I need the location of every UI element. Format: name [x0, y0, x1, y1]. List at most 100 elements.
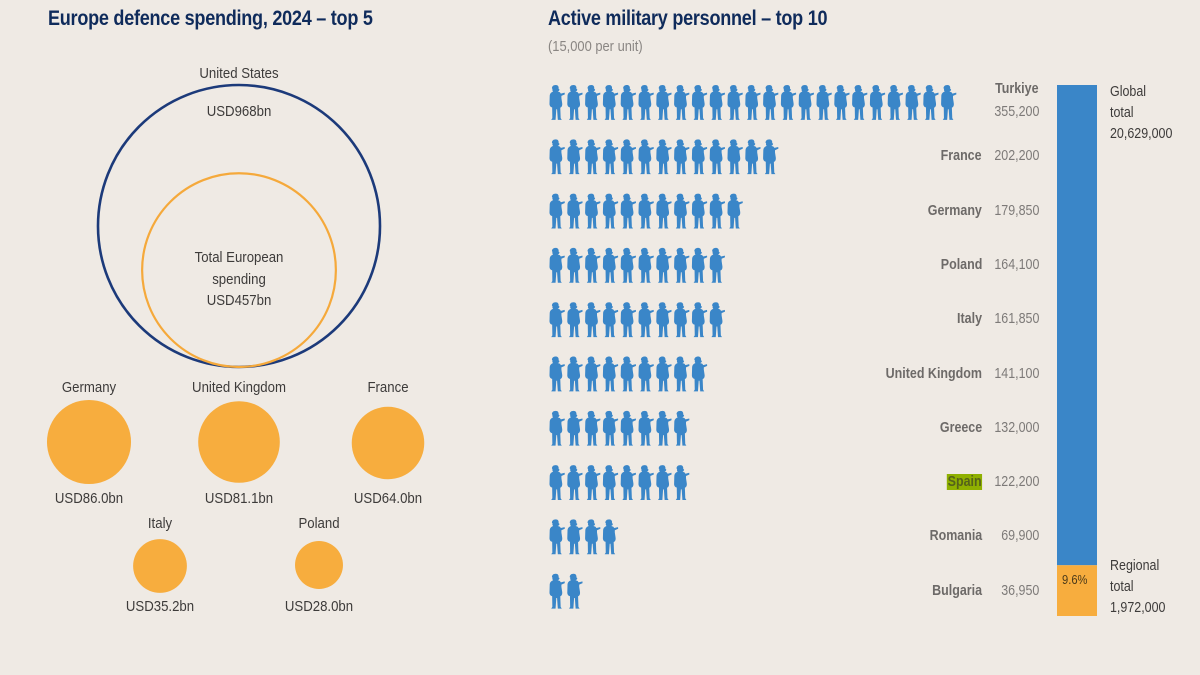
soldier-icon [567, 356, 583, 392]
soldier-icon [549, 302, 565, 338]
country-label-text: Greece [939, 419, 982, 436]
soldier-icon [549, 410, 565, 446]
soldier-icon [727, 302, 740, 338]
bubble-italy [133, 539, 187, 593]
value-label-romania: 69,900 [1000, 528, 1039, 545]
pictogram-row-romania [549, 519, 631, 555]
value-label-greece: 132,000 [993, 419, 1039, 436]
regional-total-value: 1,972,000 [1110, 600, 1166, 616]
soldier-icon [727, 85, 743, 120]
soldier-icon [763, 139, 779, 175]
europe-total-ring [141, 172, 337, 369]
soldier-icon [674, 410, 690, 446]
soldier-icon [727, 247, 742, 283]
pictogram-row-united-kingdom [549, 356, 716, 392]
soldier-icon [585, 247, 601, 283]
soldier-icon [656, 410, 672, 446]
soldier-icon [549, 247, 565, 283]
europe-total-label-2: spending [212, 271, 266, 288]
country-label-romania: Romania [929, 528, 982, 544]
soldier-icon [709, 247, 726, 283]
regional-label-line-2: total [1110, 579, 1134, 595]
soldier-icon [602, 247, 619, 283]
soldier-icon [798, 85, 815, 120]
pictogram-row-spain [549, 465, 693, 500]
bubble-value-germany: USD86.0bn [54, 490, 124, 507]
soldier-icon [709, 193, 726, 229]
soldier-icon [656, 193, 672, 229]
soldier-icon [549, 139, 565, 175]
soldier-icon [852, 85, 868, 120]
soldier-icon [638, 465, 654, 500]
country-label-poland: Poland [940, 257, 982, 273]
value-label-bulgaria: 36,950 [1000, 582, 1039, 599]
country-label-text: Italy [957, 311, 982, 328]
soldier-icon [585, 465, 601, 500]
soldier-icon [691, 356, 708, 392]
soldier-icon [620, 139, 637, 175]
personnel-subtitle: (15,000 per unit) [548, 38, 643, 55]
soldier-icon [745, 85, 761, 120]
regional-share-label: 9.6% [1062, 572, 1088, 588]
soldier-icon [585, 85, 601, 120]
europe-total-label-1: Total European [194, 249, 284, 266]
soldier-icon [602, 465, 619, 500]
personnel-title: Active military personnel – top 10 [548, 7, 828, 30]
bubble-name-poland: Poland [298, 515, 340, 532]
soldier-icon [674, 356, 690, 392]
soldier-icon [620, 519, 631, 555]
soldier-icon [602, 410, 619, 446]
value-label-germany: 179,850 [993, 202, 1039, 219]
soldier-icon [602, 519, 619, 555]
soldier-icon [709, 85, 726, 120]
value-label-united-kingdom: 141,100 [993, 365, 1039, 382]
soldier-icon [780, 139, 788, 175]
bubble-value-uk: USD81.1bn [204, 490, 274, 507]
soldier-icon [602, 302, 619, 338]
soldier-icon [585, 573, 592, 609]
soldier-icon [549, 193, 565, 229]
soldier-icon [585, 519, 601, 555]
soldier-icon [941, 85, 957, 120]
soldier-icon [549, 356, 565, 392]
soldier-icon [602, 193, 619, 229]
regional-total-bar [1057, 565, 1097, 616]
soldier-icon [674, 465, 690, 500]
pictogram-row-bulgaria [549, 573, 592, 609]
soldier-icon [691, 465, 693, 500]
value-label-spain: 122,200 [993, 474, 1039, 491]
country-label-text: Spain [946, 474, 982, 491]
soldier-icon [638, 410, 654, 446]
soldier-icon [691, 85, 708, 120]
country-label-text: France [941, 148, 982, 165]
country-label-text: Poland [940, 256, 982, 273]
soldier-icon [549, 573, 565, 609]
soldier-icon [638, 193, 654, 229]
soldier-icon [567, 139, 583, 175]
soldier-icon [567, 519, 583, 555]
soldier-icon [674, 247, 690, 283]
soldier-icon [656, 465, 672, 500]
soldier-icon [567, 247, 583, 283]
soldier-icon [638, 85, 654, 120]
pictogram-row-poland [549, 247, 742, 283]
soldier-icon [727, 193, 743, 229]
value-label-france: 202,200 [993, 148, 1039, 165]
bubble-name-italy: Italy [147, 515, 173, 532]
soldier-icon [638, 139, 654, 175]
us-label: United States [199, 65, 279, 82]
bubble-united-kingdom [198, 401, 280, 483]
us-value-label: USD968bn [206, 103, 272, 120]
bubble-name-germany: Germany [61, 379, 117, 396]
soldier-icon [638, 247, 654, 283]
soldier-icon [602, 85, 619, 120]
soldier-icon [549, 519, 565, 555]
soldier-icon [567, 465, 583, 500]
pictogram-row-turkiye [549, 85, 969, 120]
soldier-icon [620, 465, 637, 500]
europe-total-value: USD457bn [206, 292, 272, 309]
global-label-line-2: total [1110, 105, 1134, 121]
soldier-icon [620, 247, 637, 283]
value-label-poland: 164,100 [993, 256, 1039, 273]
country-label-text: Bulgaria [932, 582, 982, 599]
